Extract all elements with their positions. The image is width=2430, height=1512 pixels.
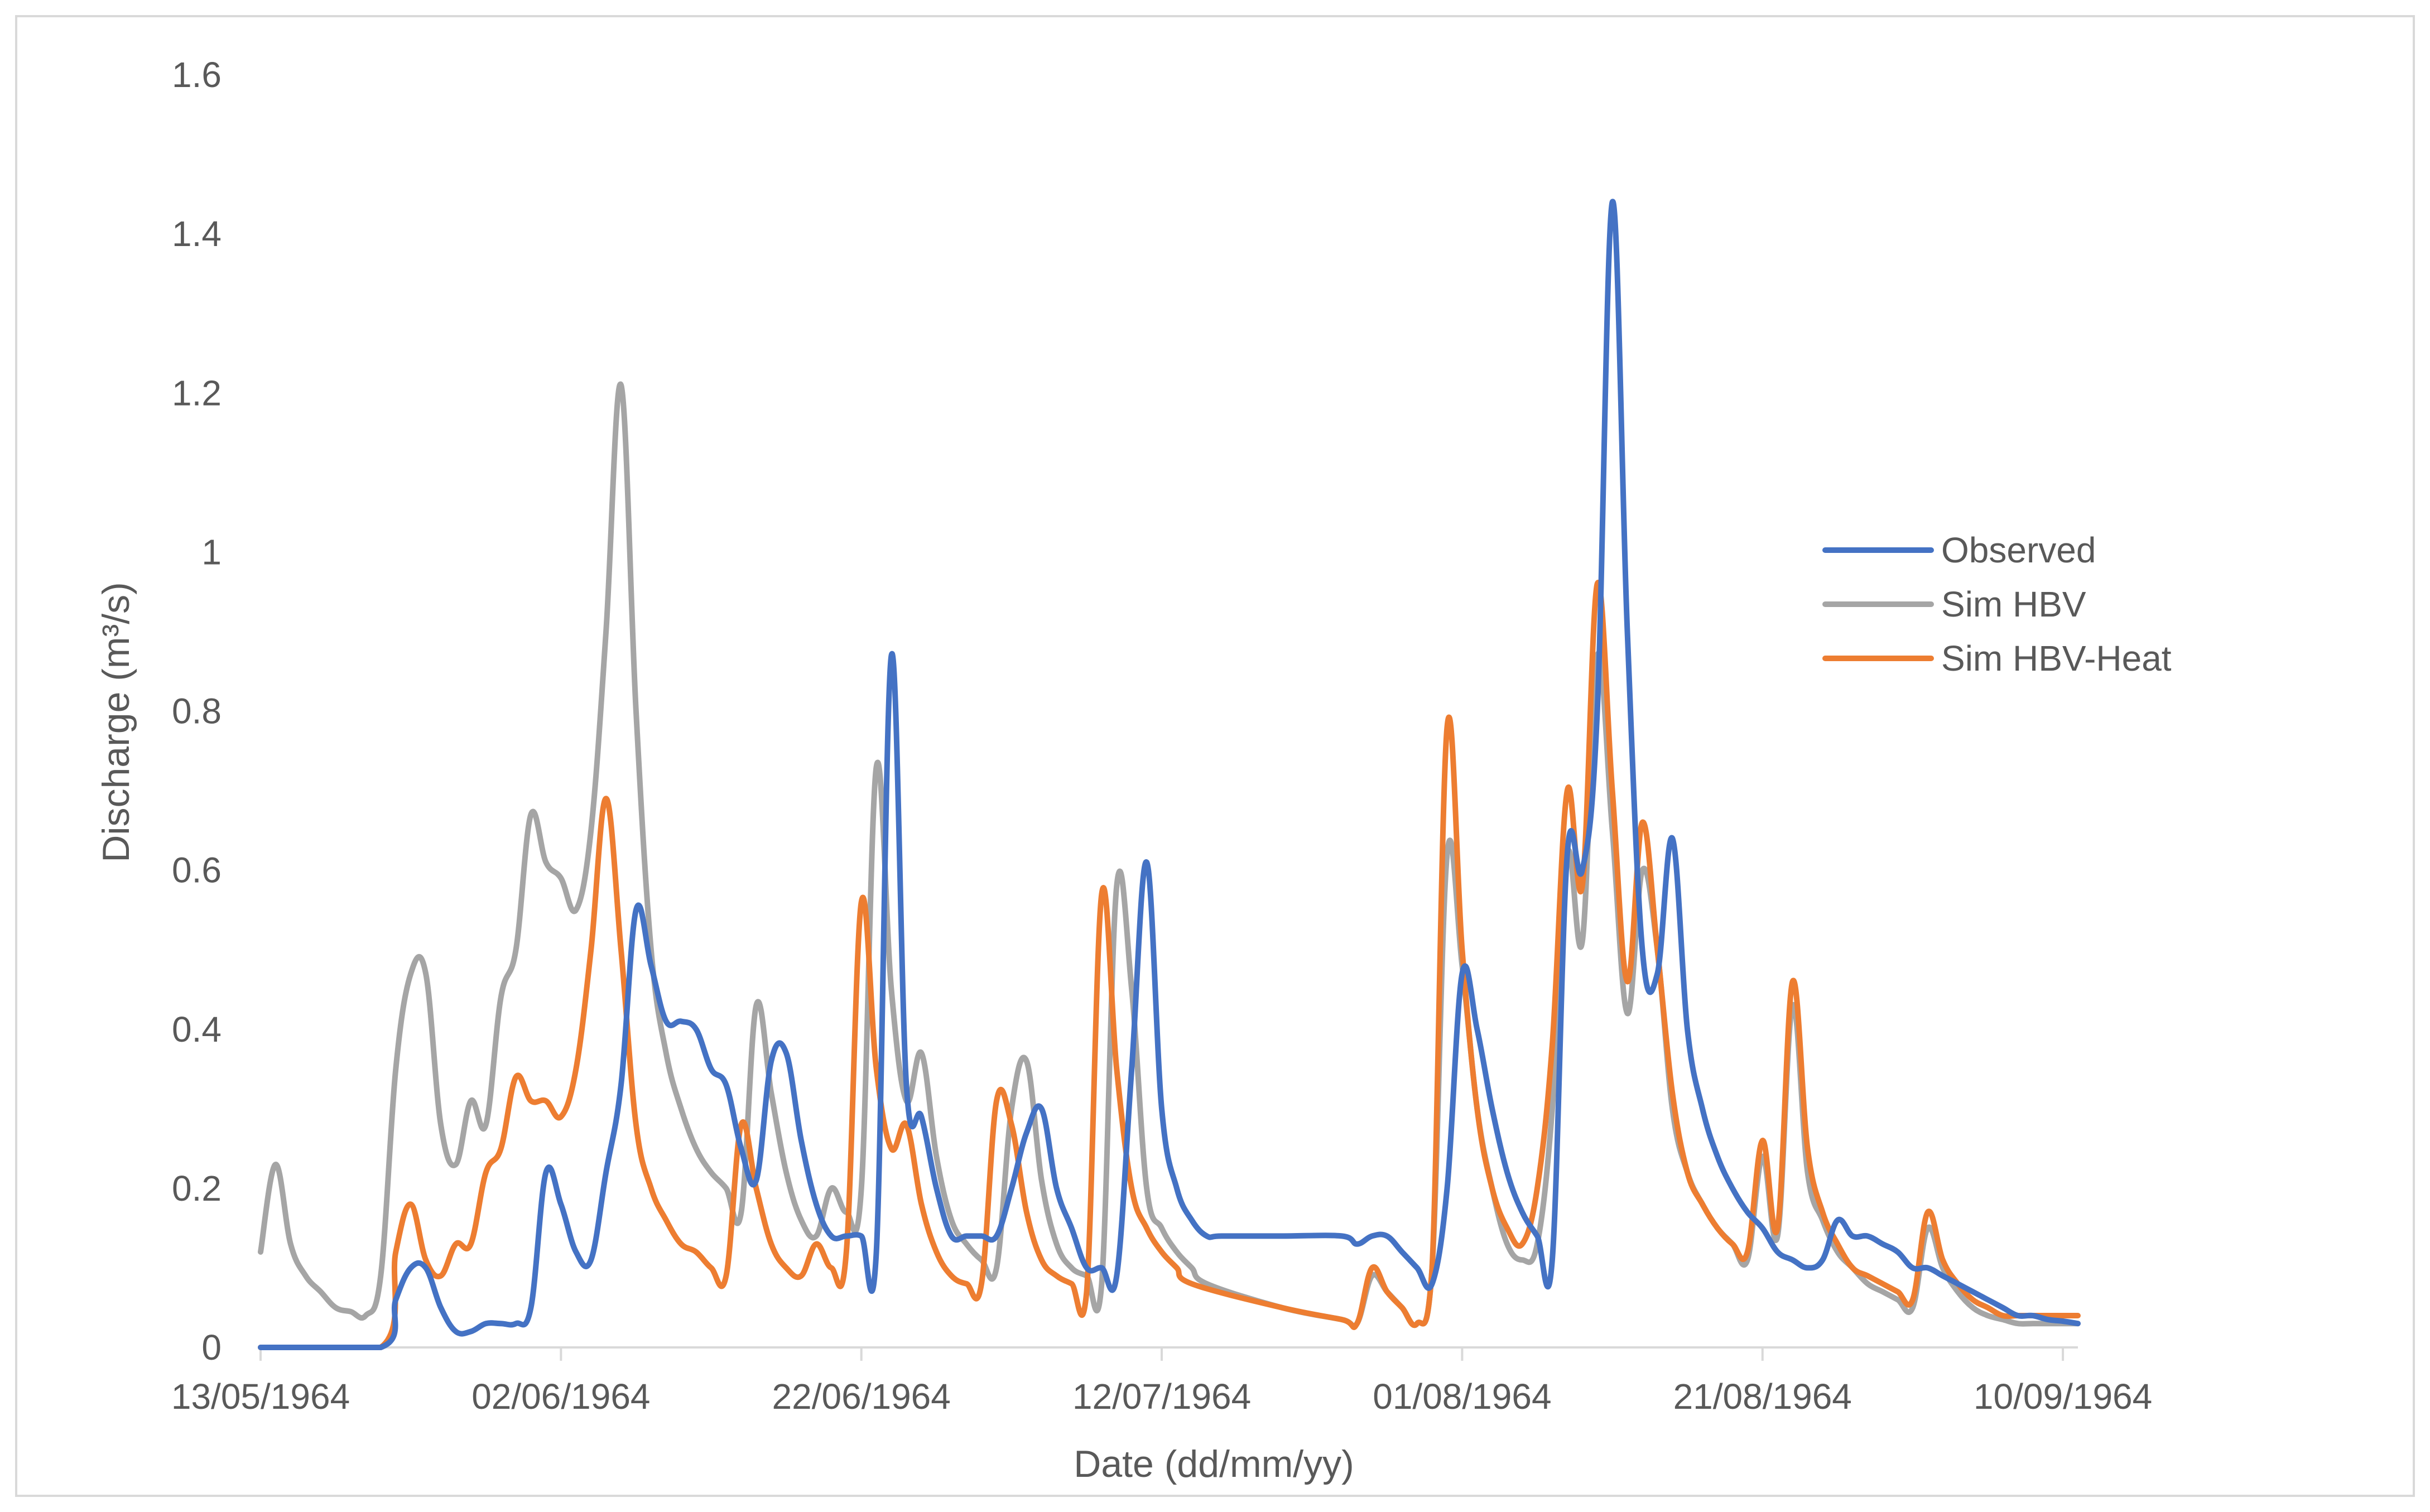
legend-label: Sim HBV — [1941, 584, 2086, 624]
x-tick-label: 13/05/1964 — [171, 1376, 350, 1417]
y-tick-label: 1 — [201, 532, 222, 572]
y-tick-label: 0 — [201, 1327, 222, 1367]
y-tick-label: 1.4 — [172, 214, 222, 254]
x-tick-label: 01/08/1964 — [1373, 1376, 1551, 1417]
y-tick-label: 0.6 — [172, 850, 222, 890]
y-tick-label: 0.4 — [172, 1009, 222, 1049]
series-line-sim-hbv — [258, 381, 2081, 1330]
x-tick-marks — [259, 1347, 2065, 1361]
x-tick-label: 12/07/1964 — [1072, 1376, 1251, 1417]
legend-label: Observed — [1941, 530, 2096, 570]
y-axis-title: Discharge (m³/s) — [95, 582, 137, 863]
y-tick-labels: 0 0.2 0.4 0.6 0.8 1 1.2 1.4 1.6 — [172, 55, 222, 1367]
x-tick-label: 21/08/1964 — [1673, 1376, 1852, 1417]
x-tick-label: 22/06/1964 — [772, 1376, 951, 1417]
legend-label: Sim HBV-Heat — [1941, 638, 2172, 678]
chart-canvas: 0 0.2 0.4 0.6 0.8 1 1.2 1.4 1.6 13/05/1964 02/06/… — [95, 55, 2172, 1485]
y-tick-label: 0.8 — [172, 691, 222, 731]
axes: 0 0.2 0.4 0.6 0.8 1 1.2 1.4 1.6 13/05/1964 02/06/… — [171, 55, 2152, 1417]
x-tick-label: 02/06/1964 — [471, 1376, 650, 1417]
legend: Observed Sim HBV Sim HBV-Heat — [1822, 530, 2172, 678]
y-tick-label: 0.2 — [172, 1168, 222, 1208]
series-lines — [258, 199, 2081, 1351]
series-line-sim-hbv-heat — [258, 580, 2081, 1351]
x-tick-labels: 13/05/1964 02/06/1964 22/06/1964 12/07/1964… — [171, 1376, 2152, 1417]
x-axis-title: Date (dd/mm/yy) — [1074, 1443, 1354, 1485]
series-line-observed — [258, 199, 2081, 1351]
chart-frame: 0 0.2 0.4 0.6 0.8 1 1.2 1.4 1.6 13/05/1964 02/06/… — [15, 15, 2415, 1497]
y-tick-label: 1.2 — [172, 373, 222, 413]
y-tick-label: 1.6 — [172, 55, 222, 95]
x-tick-label: 10/09/1964 — [1974, 1376, 2152, 1417]
